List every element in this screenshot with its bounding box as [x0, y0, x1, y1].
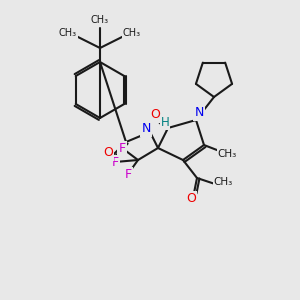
Text: CH₃: CH₃ — [123, 28, 141, 38]
Text: F: F — [111, 155, 118, 169]
Text: F: F — [118, 142, 126, 154]
Text: CH₃: CH₃ — [213, 177, 232, 187]
Text: H: H — [160, 116, 169, 130]
Text: O: O — [150, 109, 160, 122]
Text: N: N — [194, 106, 204, 119]
Text: O: O — [186, 191, 196, 205]
Text: N: N — [141, 122, 151, 136]
Text: CH₃: CH₃ — [218, 149, 237, 159]
Text: CH₃: CH₃ — [59, 28, 77, 38]
Text: CH₃: CH₃ — [91, 15, 109, 25]
Text: O: O — [103, 146, 113, 160]
Text: F: F — [124, 167, 132, 181]
